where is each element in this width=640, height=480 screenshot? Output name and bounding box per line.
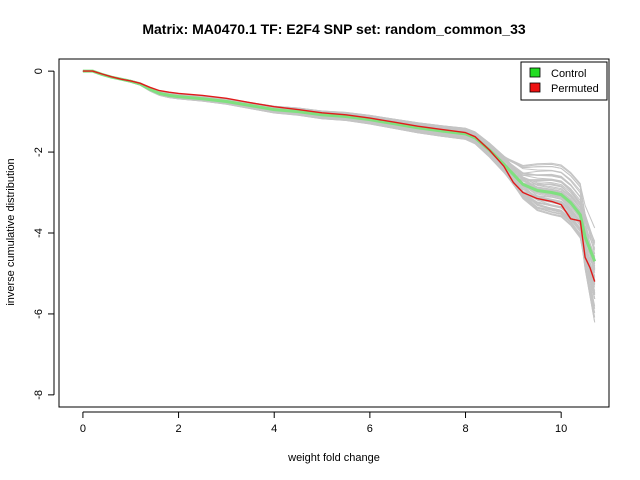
x-tick-label: 4 bbox=[271, 423, 277, 435]
x-tick-label: 8 bbox=[462, 423, 468, 435]
axes: 0 2 4 6 8 10 0 -2 -4 -6 -8 bbox=[33, 68, 567, 435]
y-tick-label: -6 bbox=[33, 309, 45, 319]
series-line-control bbox=[82, 69, 597, 262]
legend-swatch-permuted bbox=[529, 82, 541, 93]
legend-label-permuted: Permuted bbox=[551, 83, 599, 95]
legend: Control Permuted bbox=[520, 61, 608, 101]
x-tick-label: 6 bbox=[367, 423, 373, 435]
legend-swatch-control bbox=[529, 67, 541, 78]
legend-label-control: Control bbox=[551, 68, 586, 80]
x-tick-label: 0 bbox=[80, 423, 86, 435]
y-tick-label: -2 bbox=[33, 147, 45, 157]
y-tick-label: -8 bbox=[33, 390, 45, 400]
y-tick-label: 0 bbox=[33, 68, 45, 74]
x-tick-label: 2 bbox=[176, 423, 182, 435]
x-tick-label: 10 bbox=[555, 423, 567, 435]
y-tick-label: -4 bbox=[33, 228, 45, 238]
plot-frame bbox=[58, 58, 610, 408]
y-axis-label: inverse cumulative distribution bbox=[5, 158, 17, 305]
x-axis-label: weight fold change bbox=[287, 452, 380, 464]
series-layer bbox=[82, 69, 597, 282]
chart-title: Matrix: MA0470.1 TF: E2F4 SNP set: rando… bbox=[142, 21, 526, 37]
series-line-permuted bbox=[82, 70, 596, 282]
